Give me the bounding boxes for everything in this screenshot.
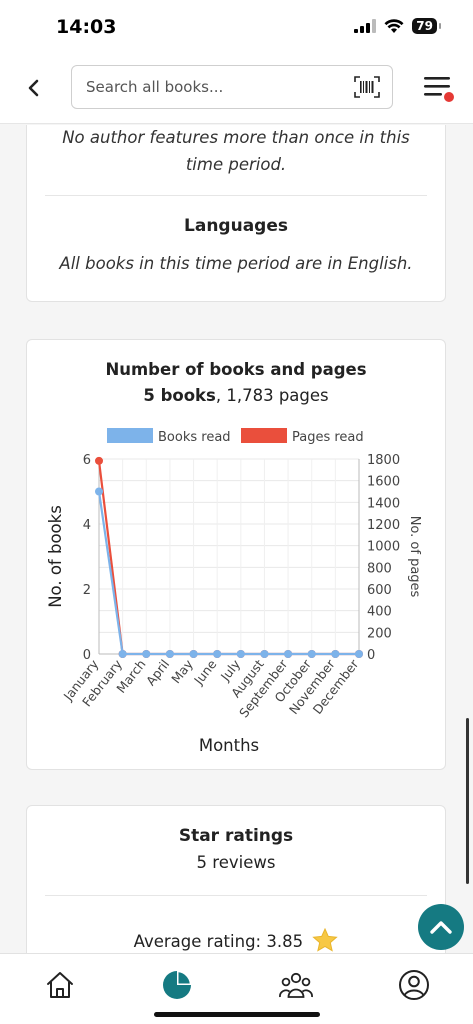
books-read-point	[189, 650, 198, 658]
books-read-line	[97, 491, 359, 656]
x-tick-label: May	[168, 656, 196, 686]
pie-chart-icon	[163, 970, 192, 999]
star-ratings-card: Star ratings 5 reviews Average rating: 3…	[26, 805, 446, 953]
home-icon	[47, 972, 73, 998]
books-read-point	[236, 650, 245, 658]
books-pages-chart-card: Number of books and pages 5 books, 1,783…	[26, 339, 446, 770]
legend-label: Books read	[158, 430, 231, 445]
books-read-point	[213, 650, 222, 658]
legend-swatch	[107, 428, 153, 443]
back-button[interactable]	[20, 72, 48, 104]
average-rating-label: Average rating: 3.85	[133, 932, 304, 951]
authors-text-line2: time period.	[185, 155, 287, 174]
books-read-point	[355, 650, 363, 658]
status-bar: 14:03 79	[0, 0, 473, 56]
wifi-icon	[384, 18, 404, 33]
y-left-tick-label: 6	[83, 453, 91, 468]
y-right-tick-label: 1200	[367, 518, 400, 533]
y-left-tick-label: 0	[83, 648, 91, 663]
books-count: 5 books	[143, 386, 216, 405]
status-time: 14:03	[56, 16, 117, 38]
chart-card-title: Number of books and pages	[105, 360, 367, 379]
y-left-axis-label: No. of books	[46, 505, 65, 608]
legend-label: Pages read	[292, 430, 364, 445]
divider	[45, 195, 427, 196]
authors-languages-card: No author features more than once in thi…	[26, 125, 446, 302]
y-right-tick-label: 200	[367, 626, 392, 641]
legend-swatch	[241, 428, 287, 443]
status-icons: 79	[354, 18, 441, 34]
books-read-point	[95, 487, 103, 496]
scrollbar[interactable]	[466, 718, 469, 884]
books-read-point	[165, 650, 174, 658]
app-header: Search all books...	[0, 56, 473, 124]
y-right-tick-label: 1800	[367, 453, 400, 468]
search-placeholder: Search all books...	[86, 78, 224, 96]
books-read-point	[118, 650, 127, 658]
hamburger-menu-icon	[424, 77, 450, 96]
search-input[interactable]: Search all books...	[71, 65, 393, 109]
books-read-point	[331, 650, 340, 658]
tab-stats[interactable]	[160, 968, 194, 1002]
barcode-scan-icon[interactable]	[354, 76, 380, 98]
y-right-tick-label: 800	[367, 561, 392, 576]
ratings-title: Star ratings	[178, 826, 294, 846]
authors-text-line1: No author features more than once in thi…	[62, 128, 410, 147]
menu-button[interactable]	[420, 72, 456, 108]
languages-title: Languages	[184, 216, 288, 236]
y-right-axis-label: No. of pages	[407, 516, 422, 598]
chart-card-subtitle: 5 books, 1,783 pages	[27, 386, 445, 405]
pages-read-point	[95, 456, 103, 465]
y-left-tick-label: 4	[83, 518, 91, 533]
authors-text: No author features more than once in thi…	[27, 125, 445, 178]
pages-count: , 1,783 pages	[215, 386, 329, 405]
tab-community[interactable]	[279, 968, 313, 1002]
battery-indicator: 79	[412, 18, 441, 34]
chevron-left-icon	[28, 79, 39, 97]
y-right-tick-label: 1000	[367, 540, 400, 555]
books-read-point	[142, 650, 151, 658]
ratings-subtitle: 5 reviews	[196, 853, 276, 872]
books-read-point	[307, 650, 316, 658]
languages-text: All books in this time period are in Eng…	[59, 254, 413, 273]
people-group-icon	[279, 972, 313, 998]
chevron-up-icon	[430, 921, 452, 934]
home-indicator	[154, 1012, 320, 1017]
tab-profile[interactable]	[397, 968, 431, 1002]
notification-dot	[442, 90, 456, 104]
y-left-tick-label: 2	[83, 583, 91, 598]
y-right-tick-label: 600	[367, 583, 392, 598]
tab-home[interactable]	[43, 968, 77, 1002]
x-tick-label: June	[190, 656, 219, 688]
divider	[45, 895, 427, 896]
x-tick-label: April	[143, 657, 172, 689]
books-pages-line-chart: 0246020040060080010001200140016001800Jan…	[46, 428, 422, 755]
star-icon	[312, 927, 339, 952]
stats-content[interactable]: No author features more than once in thi…	[0, 125, 473, 953]
books-read-point	[284, 650, 293, 658]
y-right-tick-label: 0	[367, 648, 375, 663]
signal-icon	[354, 19, 377, 33]
y-right-tick-label: 1400	[367, 496, 400, 511]
average-rating: Average rating: 3.85	[27, 927, 445, 952]
books-read-point	[260, 650, 269, 658]
y-right-tick-label: 400	[367, 605, 392, 620]
bottom-tab-bar	[0, 953, 473, 1024]
user-profile-icon	[399, 970, 429, 1000]
x-axis-label: Months	[199, 736, 259, 755]
scroll-to-top-button[interactable]	[418, 904, 464, 950]
pages-read-line	[97, 460, 359, 656]
y-right-tick-label: 1600	[367, 475, 400, 490]
